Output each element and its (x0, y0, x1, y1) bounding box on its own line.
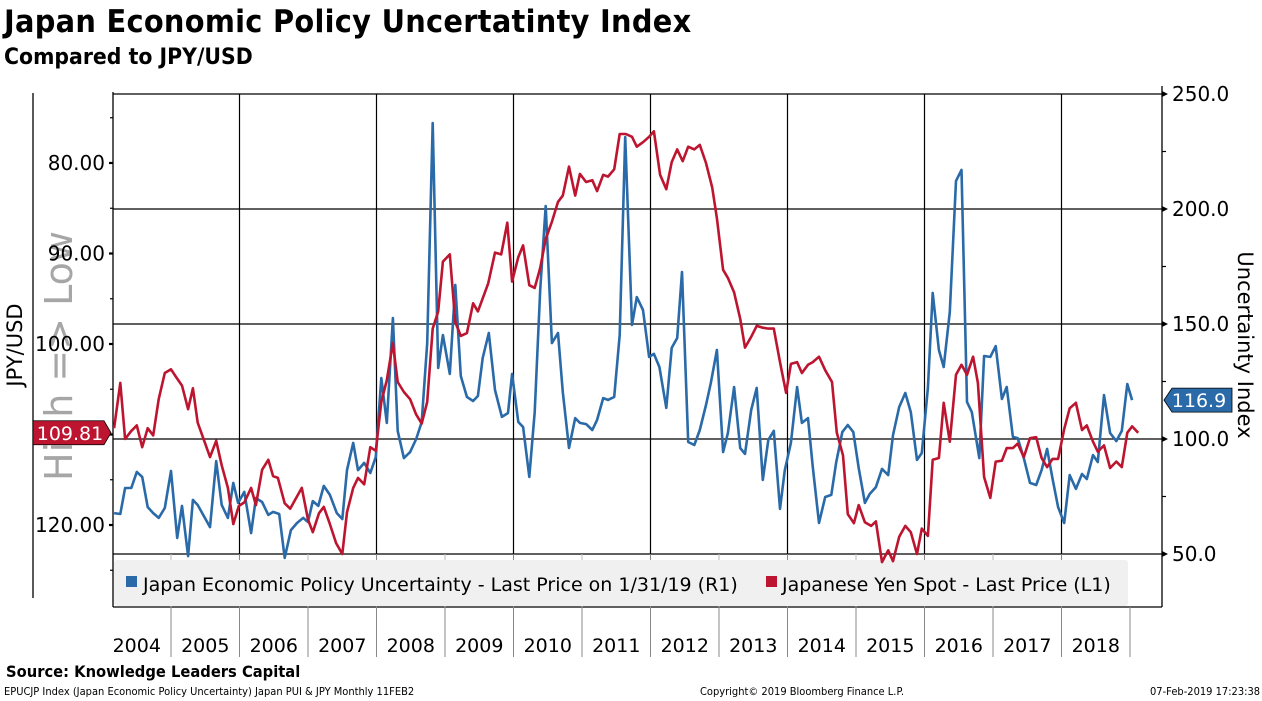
timestamp: 07-Feb-2019 17:23:38 (1150, 685, 1261, 698)
last-value-badge-epu (1163, 387, 1233, 413)
legend-background (114, 560, 1128, 606)
left-axis: 80.00 90.00 100.00 120.00 (32, 93, 113, 598)
legend-swatch-epu (126, 576, 137, 587)
year-tick-label: 2005 (181, 635, 229, 657)
series-line-epu (113, 121, 1134, 560)
source-note: Source: Knowledge Leaders Capital (6, 662, 301, 681)
left-tick-label: 120.00 (35, 513, 105, 537)
right-axis: 50.0 100.0 150.0 200.0 250.0 (1161, 82, 1229, 607)
year-tick-label: 2017 (1003, 635, 1051, 657)
year-tick-label: 2008 (387, 635, 435, 657)
right-tick (1162, 206, 1168, 212)
last-value-badge-jpy (32, 420, 112, 446)
left-tick-label: 100.00 (35, 332, 105, 356)
year-tick-label: 2010 (524, 635, 572, 657)
year-tick-label: 2013 (729, 635, 777, 657)
last-value-label-jpy: 109.81 (37, 423, 103, 445)
right-tick-label: 150.0 (1172, 312, 1229, 336)
year-tick-label: 2014 (798, 635, 846, 657)
year-tick-label: 2018 (1072, 635, 1120, 657)
index-description: EPUCJP Index (Japan Economic Policy Unce… (4, 685, 415, 698)
year-tick-label: 2016 (935, 635, 983, 657)
legend-label-jpy: Japanese Yen Spot - Last Price (L1) (781, 574, 1111, 596)
series-line-jpy (112, 130, 1140, 564)
chart-title: Japan Economic Policy Uncertatinty Index (4, 4, 692, 40)
right-tick-label: 200.0 (1172, 197, 1229, 221)
year-tick-label: 2004 (113, 635, 161, 657)
right-axis-label: Uncertainty Index (1233, 251, 1257, 438)
series (112, 121, 1140, 564)
right-tick-label: 250.0 (1172, 82, 1229, 106)
last-value-label-epu: 116.9 (1172, 390, 1226, 412)
left-tick-label: 90.00 (48, 242, 105, 266)
year-tick-label: 2012 (661, 635, 709, 657)
legend: Japan Economic Policy Uncertainty - Last… (114, 560, 1128, 606)
legend-label-epu: Japan Economic Policy Uncertainty - Last… (142, 574, 738, 596)
right-tick (1162, 91, 1168, 97)
grid (112, 92, 1162, 608)
right-tick (1162, 551, 1168, 557)
chart-subtitle: Compared to JPY/USD (4, 45, 253, 70)
year-tick-label: 2011 (592, 635, 640, 657)
left-tick-label: 80.00 (48, 151, 105, 175)
year-tick-label: 2007 (318, 635, 366, 657)
year-tick-label: 2009 (455, 635, 503, 657)
legend-swatch-jpy (766, 576, 777, 587)
left-axis-label: JPY/USD (3, 303, 27, 388)
right-tick-label: 50.0 (1172, 542, 1217, 566)
right-tick (1162, 436, 1168, 442)
right-tick (1162, 321, 1168, 327)
year-tick-label: 2006 (250, 635, 298, 657)
year-tick-label: 2015 (866, 635, 914, 657)
right-tick-label: 100.0 (1172, 427, 1229, 451)
x-axis: 2004 2005 2006 2007 2008 2009 2010 2011 2012 2013… (113, 607, 1131, 657)
last-value-labels: 109.81 116.9 (32, 387, 1233, 446)
copyright: Copyright© 2019 Bloomberg Finance L.P. (700, 685, 905, 698)
